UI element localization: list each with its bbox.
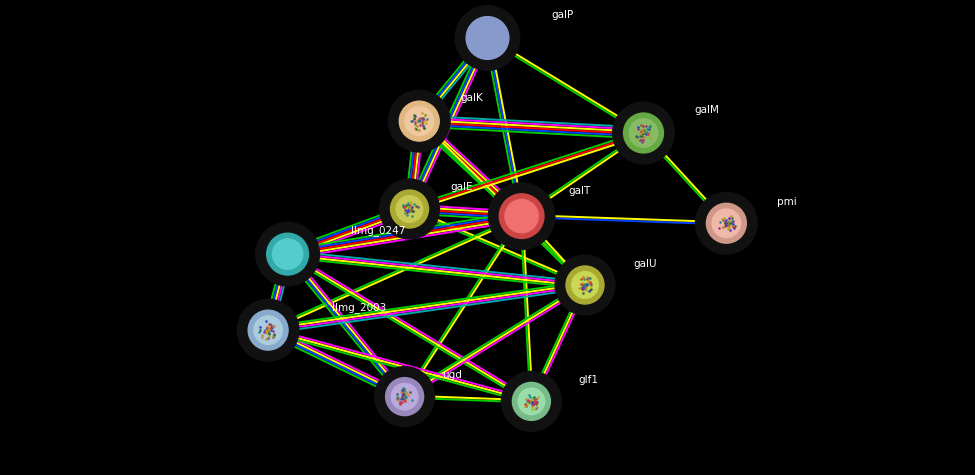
Circle shape [391,190,428,228]
Circle shape [272,239,303,269]
Circle shape [707,203,746,243]
Circle shape [695,192,758,254]
Text: glf1: glf1 [578,375,599,385]
Circle shape [255,222,320,286]
Text: galP: galP [551,10,573,20]
Circle shape [518,388,545,415]
Circle shape [472,22,503,54]
Text: ugd: ugd [442,370,461,380]
Circle shape [566,266,604,304]
Circle shape [400,101,439,141]
Text: galE: galE [450,182,473,192]
Circle shape [396,196,423,222]
Text: pmi: pmi [777,197,797,207]
Circle shape [501,371,562,431]
Circle shape [505,200,538,233]
Circle shape [624,113,663,153]
Circle shape [629,119,658,147]
Circle shape [379,179,440,239]
Circle shape [571,272,599,298]
Circle shape [499,194,544,238]
Text: galU: galU [634,259,657,269]
Circle shape [712,209,741,238]
Text: galK: galK [460,93,483,103]
Circle shape [555,255,615,315]
Circle shape [405,107,434,135]
Circle shape [374,367,435,427]
Circle shape [237,299,299,361]
Text: galT: galT [568,186,591,196]
Circle shape [488,183,555,249]
Circle shape [267,233,308,275]
Circle shape [455,6,520,70]
Circle shape [466,17,509,59]
Text: llmg_0247: llmg_0247 [351,225,406,236]
Text: llmg_2003: llmg_2003 [332,302,386,313]
Circle shape [249,310,288,350]
Circle shape [612,102,675,164]
Circle shape [388,90,450,152]
Circle shape [386,378,423,416]
Text: galM: galM [694,105,720,115]
Circle shape [391,383,418,410]
Circle shape [513,382,550,420]
Circle shape [254,316,283,344]
